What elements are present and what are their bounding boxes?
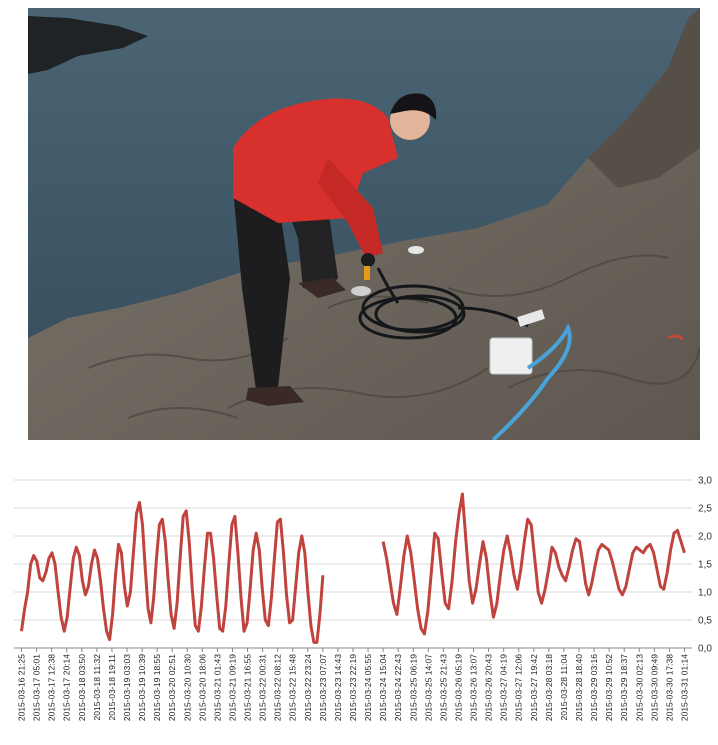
x-tick-label: 2015-03-26 20:43 xyxy=(484,654,494,721)
x-tick-label: 2015-03-21 09:19 xyxy=(228,654,238,721)
tide-chart: 0,00,51,01,52,02,53,0 2015-03-16 21:25 20… xyxy=(14,476,712,721)
jacket-arm xyxy=(318,158,383,258)
y-axis-ticks: 0,0 0,5 1,0 1,5 2,0 2,5 3,0 xyxy=(698,476,712,655)
x-tick-label: 2015-03-30 17:38 xyxy=(664,654,674,721)
x-tick-label: 2015-03-25 21:43 xyxy=(438,654,448,721)
x-tick-label: 2015-03-20 02:51 xyxy=(167,654,177,721)
x-tick-label: 2015-03-18 19:11 xyxy=(107,654,117,721)
x-tick-label: 2015-03-23 07:07 xyxy=(318,654,328,721)
field-photo xyxy=(28,8,700,440)
x-axis-ticks: 2015-03-16 21:25 2015-03-17 05:01 2015-03-… xyxy=(17,648,690,721)
series-line-2 xyxy=(381,492,686,636)
x-tick-label: 2015-03-29 18:37 xyxy=(619,654,629,721)
y-tick-label: 2,0 xyxy=(698,532,712,543)
x-tick-label: 2015-03-17 12:38 xyxy=(47,654,57,721)
x-tick-label: 2015-03-31 01:14 xyxy=(680,654,690,721)
x-tick-label: 2015-03-30 09:49 xyxy=(649,654,659,721)
x-tick-label: 2015-03-22 08:12 xyxy=(273,654,283,721)
glove xyxy=(361,253,375,267)
x-tick-label: 2015-03-29 03:16 xyxy=(589,654,599,721)
rock-cracks xyxy=(87,254,700,419)
shoe xyxy=(246,386,304,406)
y-tick-label: 3,0 xyxy=(698,476,712,487)
x-tick-label: 2015-03-20 10:30 xyxy=(182,654,192,721)
sensor-disc-2 xyxy=(408,246,424,254)
y-tick-label: 0,0 xyxy=(698,644,712,655)
x-tick-label: 2015-03-17 20:14 xyxy=(62,654,72,721)
beanie xyxy=(390,93,437,120)
logger-lid xyxy=(517,309,545,327)
red-marker xyxy=(667,334,685,341)
x-tick-label: 2015-03-21 01:43 xyxy=(212,654,222,721)
series-layer xyxy=(20,492,686,644)
x-tick-label: 2015-03-27 19:42 xyxy=(529,654,539,721)
x-tick-label: 2015-03-17 05:01 xyxy=(32,654,42,721)
shoe-back xyxy=(298,278,346,298)
x-tick-label: 2015-03-29 10:52 xyxy=(604,654,614,721)
x-tick-label: 2015-03-22 00:31 xyxy=(258,654,268,721)
x-tick-label: 2015-03-26 05:19 xyxy=(454,654,464,721)
x-tick-label: 2015-03-21 16:55 xyxy=(243,654,253,721)
x-tick-label: 2015-03-24 15:04 xyxy=(378,654,388,721)
x-tick-label: 2015-03-30 02:13 xyxy=(634,654,644,721)
x-tick-label: 2015-03-25 14:07 xyxy=(423,654,433,721)
x-tick-label: 2015-03-23 22:19 xyxy=(348,654,358,721)
x-tick-label: 2015-03-22 23:24 xyxy=(303,654,313,721)
y-tick-label: 1,0 xyxy=(698,588,712,599)
rock-ridge xyxy=(588,8,700,188)
series-line-1 xyxy=(20,500,325,644)
sensor-probe xyxy=(364,266,370,280)
x-tick-label: 2015-03-28 11:04 xyxy=(559,654,569,721)
x-tick-label: 2015-03-22 15:48 xyxy=(288,654,298,721)
x-tick-label: 2015-03-25 06:19 xyxy=(408,654,418,721)
x-tick-label: 2015-03-28 18:40 xyxy=(574,654,584,721)
x-tick-label: 2015-03-20 18:06 xyxy=(197,654,207,721)
x-tick-label: 2015-03-19 03:03 xyxy=(122,654,132,721)
photo-illustration xyxy=(28,8,700,440)
x-tick-label: 2015-03-23 14:43 xyxy=(333,654,343,721)
x-tick-label: 2015-03-18 03:50 xyxy=(77,654,87,721)
jacket xyxy=(233,98,398,223)
distant-rock xyxy=(28,16,148,74)
y-tick-label: 0,5 xyxy=(698,616,712,627)
x-tick-label: 2015-03-28 03:18 xyxy=(544,654,554,721)
sensor-disc xyxy=(351,286,371,296)
x-tick-label: 2015-03-26 13:07 xyxy=(469,654,479,721)
y-tick-label: 1,5 xyxy=(698,560,712,571)
trousers-back xyxy=(283,198,338,293)
y-tick-label: 2,5 xyxy=(698,504,712,515)
x-tick-label: 2015-03-27 12:06 xyxy=(514,654,524,721)
x-tick-label: 2015-03-24 22:43 xyxy=(393,654,403,721)
x-tick-label: 2015-03-18 11:32 xyxy=(92,654,102,721)
logger-box xyxy=(489,337,533,375)
x-tick-label: 2015-03-19 18:55 xyxy=(152,654,162,721)
blue-cable xyxy=(491,323,572,440)
x-tick-label: 2015-03-24 05:55 xyxy=(363,654,373,721)
x-tick-label: 2015-03-16 21:25 xyxy=(17,654,27,721)
trousers xyxy=(233,188,290,390)
x-tick-label: 2015-03-27 04:19 xyxy=(499,654,509,721)
rock-shelf xyxy=(28,8,700,440)
x-tick-label: 2015-03-19 10:39 xyxy=(137,654,147,721)
